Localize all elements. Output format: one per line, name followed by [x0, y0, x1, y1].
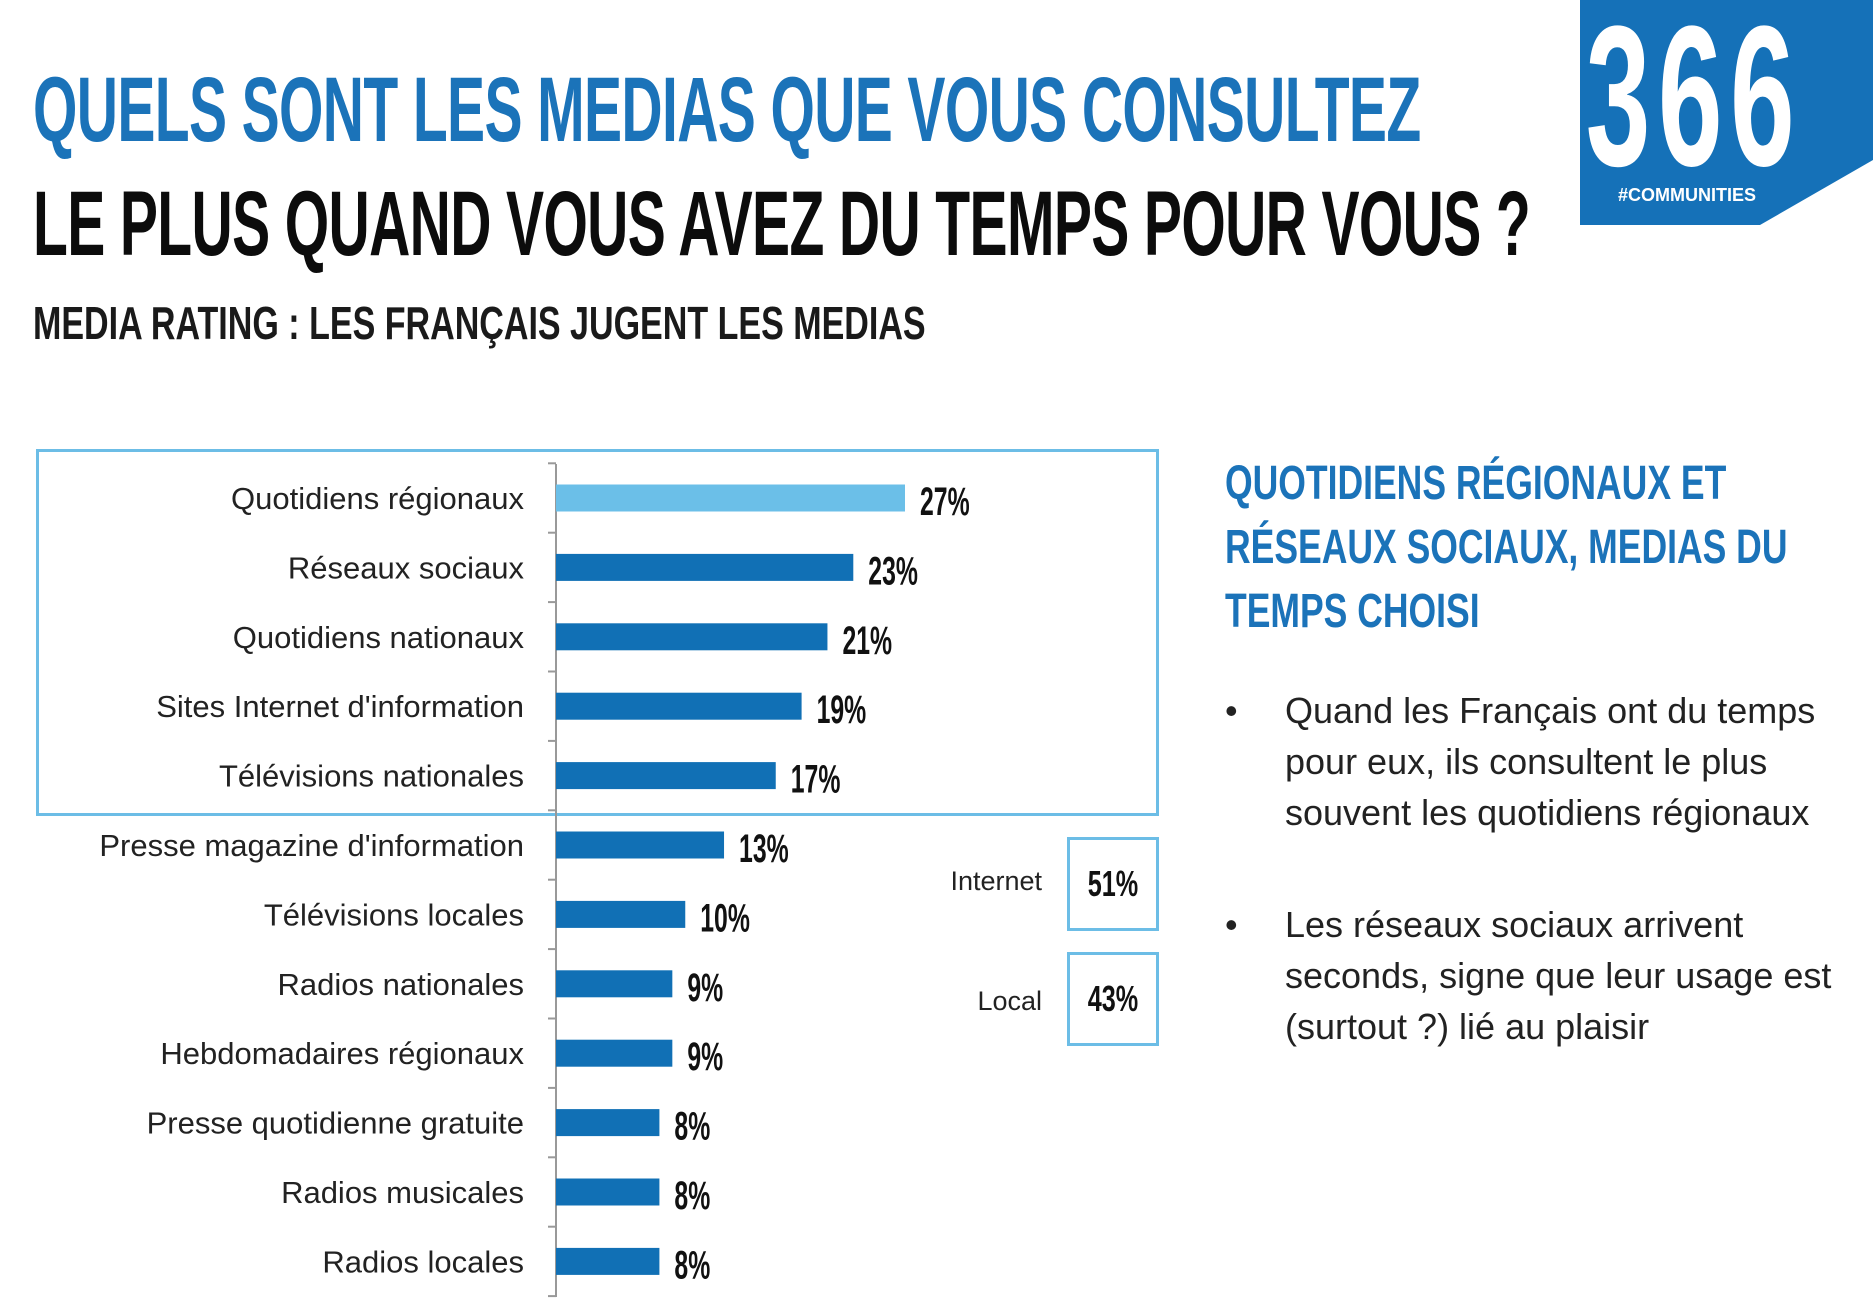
value-label: 17% — [791, 758, 841, 802]
category-label: Télévisions locales — [264, 897, 524, 932]
value-label: 8% — [674, 1174, 710, 1218]
summary-box-internet: 51% — [1067, 837, 1159, 931]
summary-label-internet: Internet — [950, 866, 1042, 896]
value-label: 9% — [687, 1035, 723, 1079]
bar — [556, 623, 828, 651]
value-label: 13% — [739, 827, 789, 871]
bar — [556, 1178, 660, 1206]
bar — [556, 553, 854, 581]
value-label: 23% — [868, 550, 918, 594]
bar — [556, 762, 776, 790]
bar — [556, 1109, 660, 1137]
value-label: 9% — [687, 966, 723, 1010]
bar — [556, 484, 905, 512]
logo-number: 366 — [1586, 0, 1795, 208]
summary-value-local: 43% — [1087, 978, 1139, 1019]
title-line-2: LE PLUS QUAND VOUS AVEZ DU TEMPS POUR VO… — [33, 173, 1531, 275]
logo-tag: #COMMUNITIES — [1618, 185, 1756, 205]
sidebar-heading-line: QUOTIDIENS RÉGIONAUX ET — [1225, 457, 1727, 510]
value-label: 10% — [700, 897, 750, 941]
top5-highlight-box — [36, 449, 1159, 816]
category-label: Radios musicales — [281, 1175, 524, 1210]
category-label: Radios nationales — [278, 967, 524, 1002]
logo-366-communities: 366 #COMMUNITIES — [1580, 0, 1873, 225]
bar — [556, 1039, 673, 1067]
category-label: Radios locales — [322, 1244, 524, 1279]
category-label: Presse quotidienne gratuite — [147, 1106, 524, 1141]
category-label: Réseaux sociaux — [288, 550, 525, 585]
bar — [556, 970, 673, 998]
summary-label-local: Local — [977, 986, 1042, 1016]
bullet-icon: • — [1225, 904, 1238, 945]
bar — [556, 1247, 660, 1275]
title-line-1: QUELS SONT LES MEDIAS QUE VOUS CONSULTEZ — [33, 59, 1421, 161]
bar — [556, 900, 686, 928]
sidebar-heading: QUOTIDIENS RÉGIONAUX ET RÉSEAUX SOCIAUX,… — [1225, 452, 1787, 644]
value-label: 21% — [842, 619, 892, 663]
value-label: 19% — [817, 688, 867, 732]
bullet-text: Les réseaux sociaux arrivent seconds, si… — [1285, 904, 1832, 1047]
value-label: 8% — [674, 1244, 710, 1288]
category-label: Sites Internet d'information — [156, 689, 524, 724]
summary-value-internet: 51% — [1087, 863, 1139, 904]
bullet-icon: • — [1225, 690, 1238, 731]
value-label: 8% — [674, 1105, 710, 1149]
category-label: Télévisions nationales — [219, 759, 524, 794]
sidebar-heading-line: TEMPS CHOISI — [1225, 585, 1480, 638]
category-label: Quotidiens régionaux — [231, 481, 524, 516]
category-label: Quotidiens nationaux — [233, 620, 525, 655]
bar — [556, 831, 725, 859]
subtitle: MEDIA RATING : LES FRANÇAIS JUGENT LES M… — [33, 297, 926, 349]
bar — [556, 692, 802, 720]
logo-background — [1580, 0, 1873, 225]
bullet-text: Quand les Français ont du temps pour eux… — [1285, 690, 1816, 833]
sidebar-heading-line: RÉSEAUX SOCIAUX, MEDIAS DU — [1225, 521, 1788, 574]
value-label: 27% — [920, 480, 970, 524]
category-label: Hebdomadaires régionaux — [160, 1036, 524, 1071]
summary-box-local: 43% — [1067, 952, 1159, 1046]
category-label: Presse magazine d'information — [99, 828, 524, 863]
